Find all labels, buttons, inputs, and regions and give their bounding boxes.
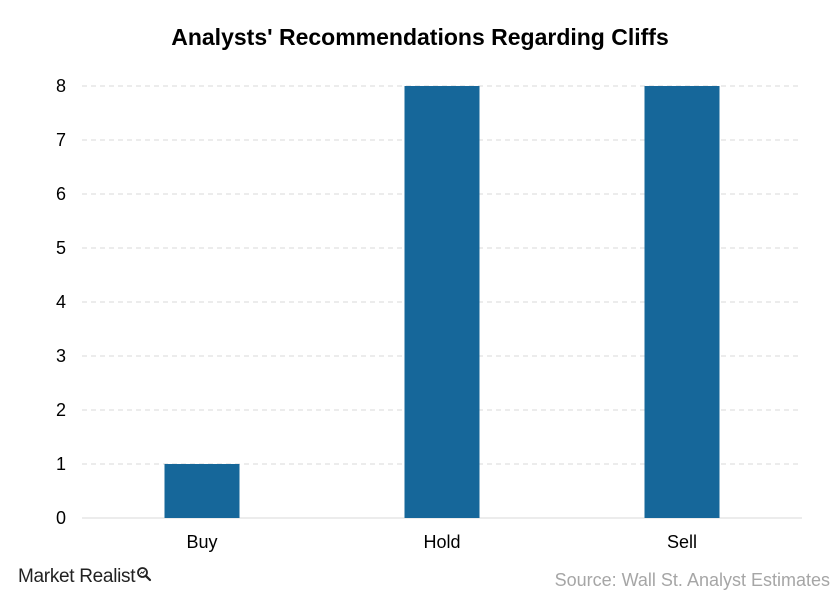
source-note: Source: Wall St. Analyst Estimates — [554, 570, 830, 590]
y-tick-label: 3 — [56, 346, 66, 366]
y-tick-label: 5 — [56, 238, 66, 258]
x-tick-label: Sell — [667, 532, 697, 552]
y-tick-label: 7 — [56, 130, 66, 150]
y-tick-label: 1 — [56, 454, 66, 474]
x-tick-label: Buy — [186, 532, 217, 552]
y-tick-label: 0 — [56, 508, 66, 528]
y-tick-label: 6 — [56, 184, 66, 204]
bar-hold — [404, 86, 480, 518]
logo-text: Market Realist — [18, 566, 136, 587]
magnifier-icon — [137, 567, 152, 582]
x-tick-label: Hold — [423, 532, 460, 552]
market-realist-logo: Market Realist — [18, 566, 152, 588]
y-tick-label: 2 — [56, 400, 66, 420]
bar-buy — [164, 464, 240, 518]
chart-title: Analysts' Recommendations Regarding Clif… — [171, 24, 669, 50]
bar-sell — [644, 86, 720, 518]
y-tick-label: 4 — [56, 292, 66, 312]
y-tick-label: 8 — [56, 76, 66, 96]
